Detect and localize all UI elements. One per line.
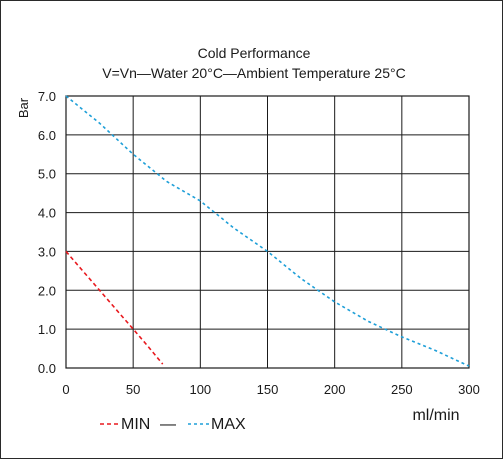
y-tick-label: 0.0 [38,361,56,376]
y-tick-label: 1.0 [38,322,56,337]
chart-title: Cold Performance [198,45,311,61]
series-line-max [65,95,470,367]
y-tick-label: 3.0 [38,244,56,259]
y-axis-label: Bar [16,97,31,118]
x-tick-label: 250 [391,382,413,397]
series-lines [65,95,470,367]
x-axis-label: ml/min [412,407,459,424]
y-tick-label: 7.0 [38,89,56,104]
legend: MIN — MAX [100,416,246,433]
legend-max-label: MAX [211,416,246,433]
x-tick-label: 150 [257,382,279,397]
x-tick-label: 50 [126,382,140,397]
plot-grid [65,95,470,369]
tick-labels: 0 50 100 150 200 250 300 0.0 1.0 2.0 3.0 4.0 5.0 6.0 7… [38,89,480,397]
x-tick-label: 0 [62,382,69,397]
y-tick-label: 2.0 [38,283,56,298]
y-tick-label: 6.0 [38,128,56,143]
legend-separator: — [160,416,176,433]
y-tick-label: 5.0 [38,167,56,182]
y-tick-label: 4.0 [38,206,56,221]
x-tick-label: 100 [189,382,211,397]
legend-min-label: MIN [121,416,150,433]
x-tick-label: 300 [458,382,480,397]
chart-subtitle: V=Vn—Water 20°C—Ambient Temperature 25°C [102,65,405,81]
x-tick-label: 200 [324,382,346,397]
series-line-min [65,250,164,365]
